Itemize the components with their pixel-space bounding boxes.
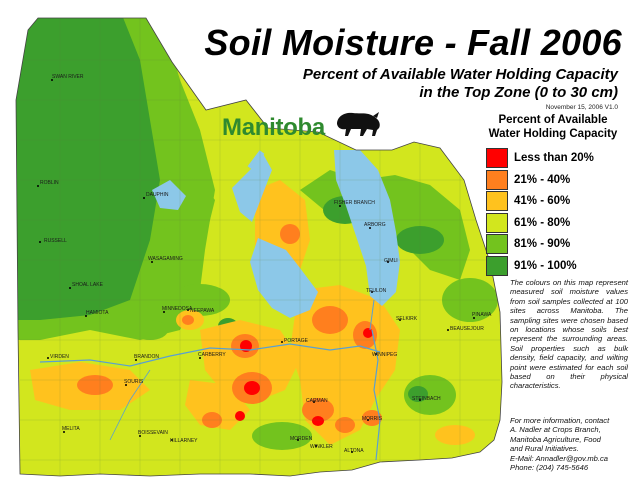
town-label-russell: RUSSELL xyxy=(44,238,67,244)
contact-email[interactable]: E-Mail: Annadler@gov.mb.ca xyxy=(510,453,609,463)
town-label-dauphin: DAUPHIN xyxy=(146,192,169,198)
legend-label: 41% - 60% xyxy=(514,195,571,208)
town-label-altona: ALTONA xyxy=(344,448,364,454)
town-label-killarney: KILLARNEY xyxy=(170,438,198,444)
town-label-winnipeg: WINNIPEG xyxy=(372,352,397,358)
town-label-minnedosa: MINNEDOSA xyxy=(162,306,193,312)
town-label-brandon: BRANDON xyxy=(134,354,159,360)
town-label-wasagaming: WASAGAMING xyxy=(148,256,183,262)
contact-line: For more information, contact xyxy=(510,416,610,425)
legend: Less than 20% 21% - 40% 41% - 60% 61% - … xyxy=(486,148,594,278)
legend-label: 81% - 90% xyxy=(514,238,571,251)
legend-item: 21% - 40% xyxy=(486,169,594,190)
map-subtitle-line2: in the Top Zone (0 to 30 cm) xyxy=(419,84,618,101)
town-label-roblin: ROBLIN xyxy=(40,180,59,186)
legend-item: 91% - 100% xyxy=(486,255,594,276)
town-label-steinbach: STEINBACH xyxy=(412,396,441,402)
town-label-gimli: GIMLI xyxy=(384,258,398,264)
legend-label: 61% - 80% xyxy=(514,216,571,229)
town-label-souris: SOURIS xyxy=(124,379,144,385)
legend-swatch xyxy=(486,234,508,255)
town-label-melita: MELITA xyxy=(62,426,80,432)
legend-swatch xyxy=(486,191,508,212)
legend-item: 41% - 60% xyxy=(486,191,594,212)
contact-line: Manitoba Agriculture, Food xyxy=(510,434,601,444)
map-title: Soil Moisture - Fall 2006 xyxy=(204,22,622,63)
legend-item: 81% - 90% xyxy=(486,234,594,255)
legend-swatch xyxy=(486,148,508,168)
contact-line: A. Nadler at Crops Branch, xyxy=(510,425,601,435)
legend-swatch xyxy=(486,212,508,233)
town-label-hamiota: HAMIOTA xyxy=(86,310,109,316)
town-label-arborg: ARBORG xyxy=(364,222,386,228)
town-label-carman: CARMAN xyxy=(306,398,328,404)
town-label-fisher-branch: FISHER BRANCH xyxy=(334,200,375,206)
date-version: November 15, 2006 V1.0 xyxy=(545,104,618,111)
manitoba-logo-text: Manitoba xyxy=(222,114,325,141)
town-label-teulon: TEULON xyxy=(366,288,387,294)
legend-label: 21% - 40% xyxy=(514,173,571,186)
contact-info: For more information, contact A. Nadler … xyxy=(510,416,632,472)
town-label-virden: VIRDEN xyxy=(50,354,69,360)
town-label-pinawa: PINAWA xyxy=(472,312,492,318)
contact-line: and Rural Initiatives. xyxy=(510,444,579,454)
town-label-shoal-lake: SHOAL LAKE xyxy=(72,282,104,288)
legend-swatch xyxy=(486,255,508,276)
legend-item: Less than 20% xyxy=(486,148,594,168)
town-label-selkirk: SELKIRK xyxy=(396,316,418,322)
legend-title-line2: Water Holding Capacity xyxy=(488,128,618,140)
map-subtitle-line1: Percent of Available Water Holding Capac… xyxy=(302,66,618,83)
map-description: The colours on this map represent measur… xyxy=(510,278,628,391)
bison-icon xyxy=(337,112,380,136)
town-label-morden: MORDEN xyxy=(290,436,313,442)
town-label-beausejour: BEAUSEJOUR xyxy=(450,326,484,332)
legend-swatch xyxy=(486,169,508,190)
town-label-winkler: WINKLER xyxy=(310,444,333,450)
legend-item: 61% - 80% xyxy=(486,212,594,233)
legend-label: Less than 20% xyxy=(514,152,594,164)
legend-title-line1: Percent of Available xyxy=(498,114,608,126)
town-label-carberry: CARBERRY xyxy=(198,352,226,358)
town-label-neepawa: NEEPAWA xyxy=(190,308,215,314)
town-label-swan-river: SWAN RIVER xyxy=(52,74,84,80)
legend-label: 91% - 100% xyxy=(514,259,577,272)
town-label-portage: PORTAGE xyxy=(284,338,309,344)
town-label-boissevain: BOISSEVAIN xyxy=(138,430,168,436)
contact-phone: Phone: (204) 745-5646 xyxy=(510,463,589,473)
town-label-morris: MORRIS xyxy=(362,416,383,422)
